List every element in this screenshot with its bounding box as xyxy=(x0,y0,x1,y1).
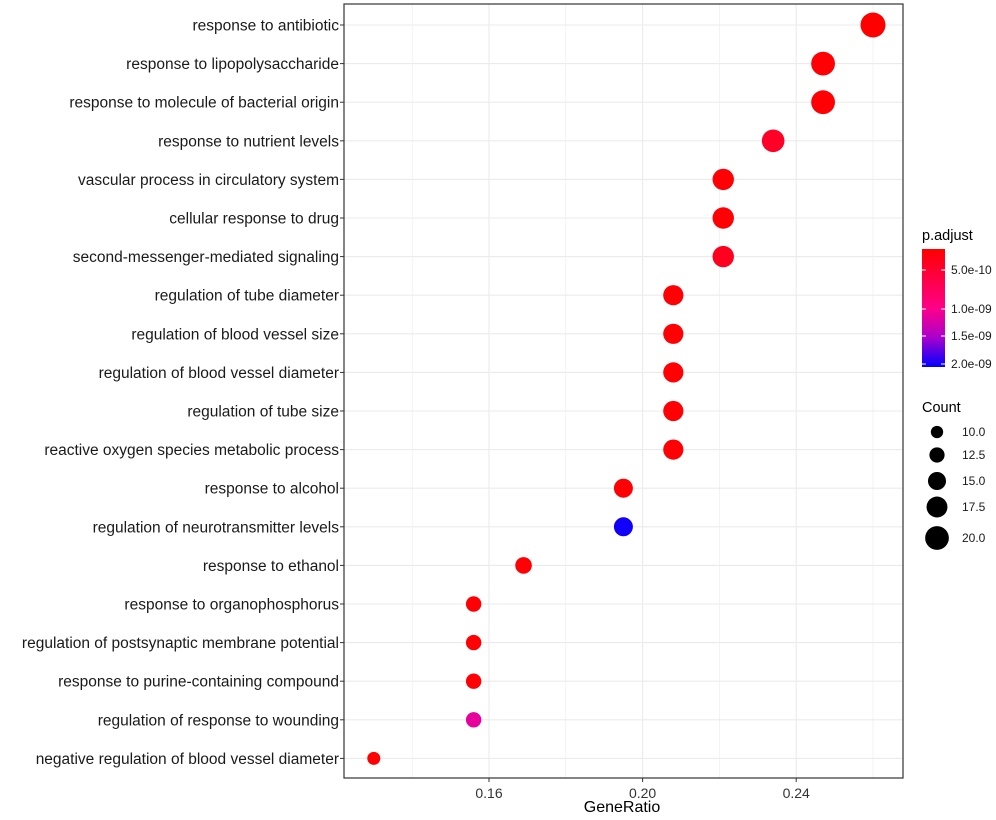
colorbar-tick-label: 5.0e-10 xyxy=(951,263,992,277)
count-legend-key xyxy=(926,496,948,518)
count-legend: Count 10.0 12.5 15.0 17.5 20.0 xyxy=(922,400,986,550)
plot-panel xyxy=(343,3,904,779)
y-tick-label: reactive oxygen species metabolic proces… xyxy=(44,442,339,459)
p-adjust-colorbar xyxy=(922,249,945,367)
y-tick-label: response to purine-containing compound xyxy=(58,674,339,691)
data-point xyxy=(712,245,734,268)
x-tick-label: 0.20 xyxy=(629,785,656,801)
data-point xyxy=(663,285,684,306)
count-legend-label: 15.0 xyxy=(962,474,986,488)
y-tick-label: regulation of tube diameter xyxy=(155,288,339,305)
y-tick-label: negative regulation of blood vessel diam… xyxy=(36,751,339,768)
data-point xyxy=(515,557,532,574)
data-point xyxy=(465,634,482,651)
y-tick-label: response to alcohol xyxy=(205,481,339,498)
count-legend-key xyxy=(925,526,949,550)
y-tick-label: second-messenger-mediated signaling xyxy=(73,249,339,266)
y-tick-label: response to lipopolysaccharide xyxy=(126,56,339,73)
colorbar-tick-label: 1.0e-09 xyxy=(951,302,992,316)
y-tick-label: response to ethanol xyxy=(203,558,339,575)
count-legend-label: 10.0 xyxy=(962,425,986,439)
y-tick-label: response to antibiotic xyxy=(193,18,340,35)
data-point xyxy=(663,362,684,383)
y-tick-label: regulation of postsynaptic membrane pote… xyxy=(22,635,339,652)
data-point xyxy=(663,400,684,422)
y-tick-label: regulation of neurotransmitter levels xyxy=(93,519,340,536)
data-point xyxy=(465,712,482,728)
y-tick-label: regulation of response to wounding xyxy=(98,712,339,729)
data-point xyxy=(860,12,886,38)
x-tick-label: 0.24 xyxy=(783,785,810,801)
count-legend-key xyxy=(929,447,945,463)
x-axis: 0.16 0.20 0.24 xyxy=(475,778,810,801)
count-legend-label: 17.5 xyxy=(962,500,986,514)
count-legend-key xyxy=(930,425,944,439)
data-point xyxy=(712,168,734,191)
colorbar-tick-label: 1.5e-09 xyxy=(951,329,992,343)
y-tick-label: regulation of tube size xyxy=(187,404,339,421)
x-tick-label: 0.16 xyxy=(475,785,502,801)
data-point xyxy=(613,478,633,498)
p-adjust-legend: p.adjust 5.0e-10 1.0e-09 1.5e-09 2.0e-09 xyxy=(922,228,992,371)
p-adjust-legend-title: p.adjust xyxy=(922,228,973,244)
y-tick-label: vascular process in circulatory system xyxy=(78,172,339,189)
data-point xyxy=(465,596,482,612)
data-point xyxy=(367,751,381,765)
y-tick-label: response to nutrient levels xyxy=(158,133,339,150)
data-point xyxy=(663,439,684,460)
data-point xyxy=(613,517,633,537)
y-tick-label: regulation of blood vessel diameter xyxy=(99,365,339,382)
panel-border xyxy=(343,3,904,779)
y-tick-label: regulation of blood vessel size xyxy=(131,326,339,343)
y-axis-labels: response to antibiotic response to lipopo… xyxy=(22,18,344,768)
y-tick-label: response to molecule of bacterial origin xyxy=(69,95,339,112)
data-point xyxy=(811,51,835,76)
colorbar-tick-label: 2.0e-09 xyxy=(951,357,992,371)
count-legend-label: 20.0 xyxy=(962,531,986,545)
data-point xyxy=(811,90,835,115)
y-tick-label: response to organophosphorus xyxy=(124,597,339,614)
data-point xyxy=(663,323,684,344)
panel-background xyxy=(344,4,903,778)
data-point xyxy=(761,129,785,153)
data-point xyxy=(465,673,482,689)
x-axis-title: GeneRatio xyxy=(584,799,661,816)
count-legend-label: 12.5 xyxy=(962,448,986,462)
data-point xyxy=(712,207,734,229)
count-legend-title: Count xyxy=(922,400,961,416)
y-tick-label: cellular response to drug xyxy=(169,211,339,228)
count-legend-key xyxy=(927,471,947,491)
